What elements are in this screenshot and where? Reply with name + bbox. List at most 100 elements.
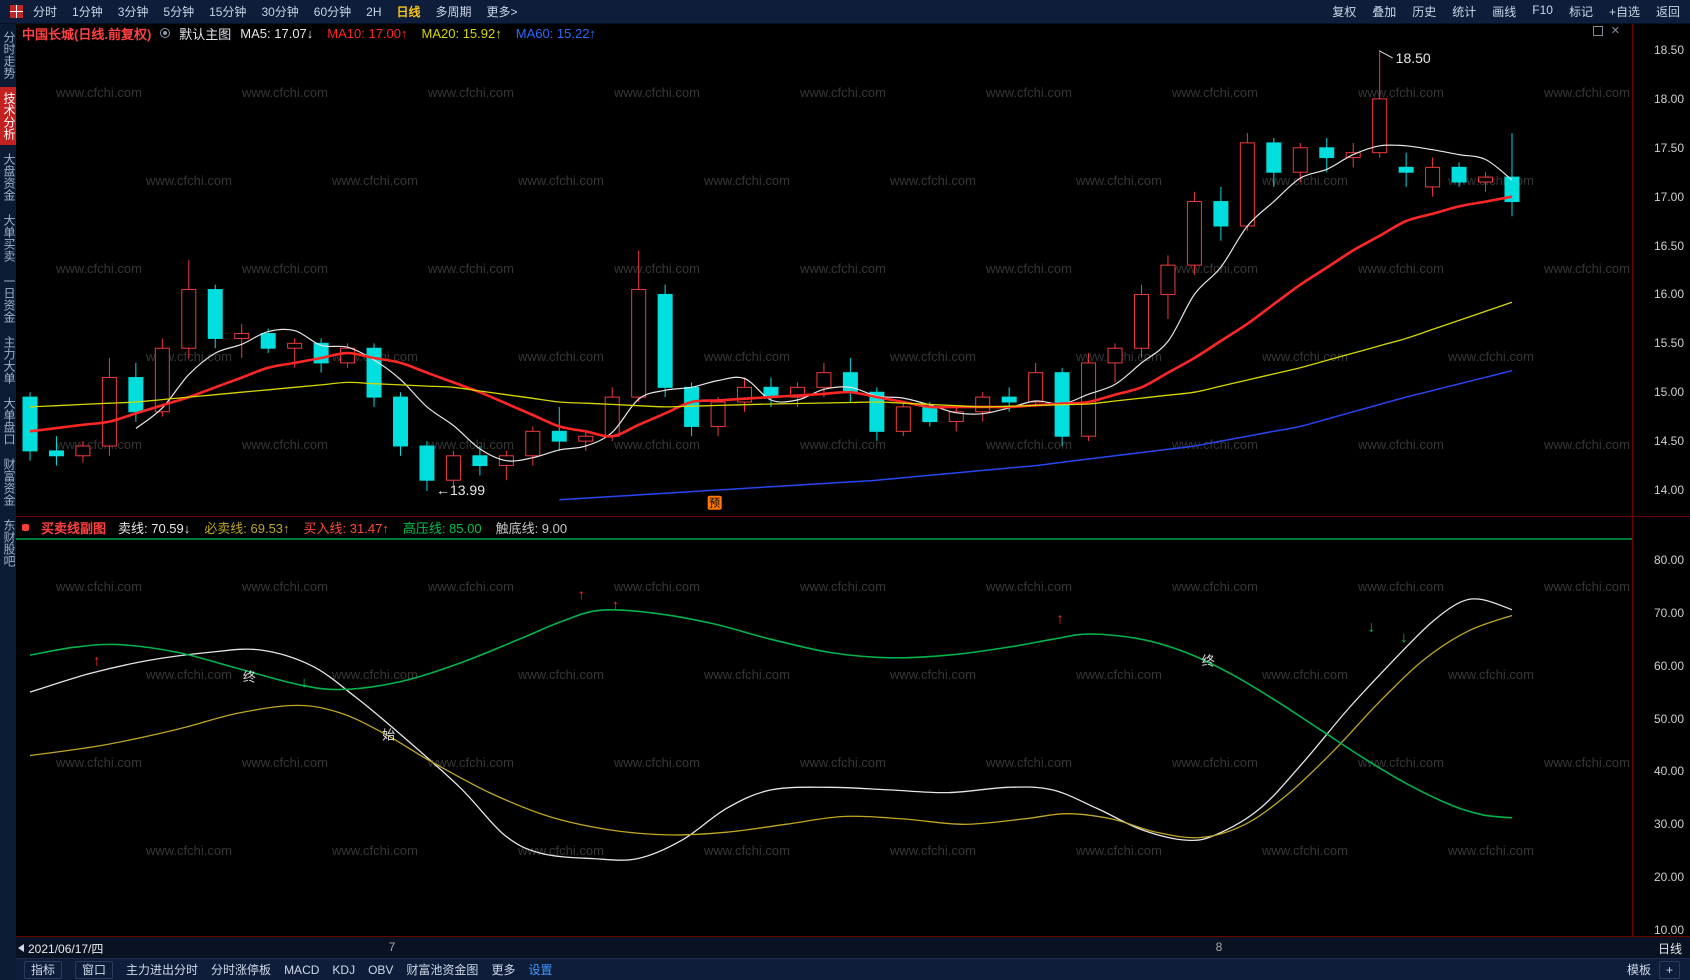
sidebar-item[interactable]: 主力大单 <box>2 336 16 384</box>
watermark-text: www.cfchi.com <box>241 261 328 276</box>
sub-indicator-label: 高压线: 85.00 <box>402 520 482 536</box>
period-tab[interactable]: 更多> <box>486 5 518 19</box>
axis-tick-label: 40.00 <box>1653 764 1684 779</box>
watermark-text: www.cfchi.com <box>985 755 1072 770</box>
watermark-text: www.cfchi.com <box>889 843 976 858</box>
watermark-text: www.cfchi.com <box>241 85 328 100</box>
axis-tick-label: 15.50 <box>1653 336 1684 351</box>
sidebar-item[interactable]: 财富资金 <box>2 458 16 506</box>
buy-signal-arrow-icon: ↑ <box>93 653 101 670</box>
sidebar-item[interactable]: 大单买卖 <box>2 214 16 262</box>
topbar-tool-button[interactable]: 画线 <box>1492 5 1517 19</box>
watermark-text: www.cfchi.com <box>985 579 1072 594</box>
toolbar-item[interactable]: 分时涨停板 <box>211 963 272 977</box>
ma-indicator-label: MA5: 17.07↓ <box>240 25 314 41</box>
period-tab[interactable]: 30分钟 <box>261 5 299 19</box>
toolbar-item[interactable]: + <box>1658 960 1680 979</box>
chart-region: 中国长城(日线.前复权) 默认主图 MA5: 17.07↓ MA10: 17.00… <box>16 24 1690 980</box>
watermark-text: www.cfchi.com <box>427 579 514 594</box>
watermark-text: www.cfchi.com <box>1543 437 1630 452</box>
window-controls: ✕ <box>1592 25 1620 37</box>
period-tab[interactable]: 5分钟 <box>163 5 195 19</box>
toolbar-item[interactable]: 设置 <box>528 963 553 977</box>
axis-tick-label: 16.00 <box>1653 287 1684 302</box>
sub-indicator-chart[interactable]: www.cfchi.com www.cfchi.com www.cfchi.com w… <box>16 536 1632 936</box>
sidebar-item[interactable]: 大盘资金 <box>2 153 16 201</box>
sub-indicator-labels: 卖线: 70.59↓ 必卖线: 69.53↑ 买入线: 31.47↑ 高压线: 85.… <box>118 518 567 537</box>
period-label[interactable]: 日线 <box>1657 942 1682 956</box>
axis-tick-label: 17.50 <box>1653 140 1684 155</box>
period-tab[interactable]: 2H <box>366 4 382 19</box>
watermark-text: www.cfchi.com <box>427 85 514 100</box>
sidebar-item[interactable]: 东财股吧 <box>2 519 16 567</box>
panel-divider <box>16 516 1690 517</box>
period-tab[interactable]: 日线 <box>396 5 421 19</box>
period-tab[interactable]: 3分钟 <box>117 5 149 19</box>
watermark-text: www.cfchi.com <box>241 579 328 594</box>
toolbar-item[interactable]: 主力进出分时 <box>126 963 199 977</box>
period-tab[interactable]: 15分钟 <box>209 5 247 19</box>
sidebar-item[interactable]: 大单盘口 <box>2 397 16 445</box>
toolbar-item[interactable]: 更多 <box>491 963 516 977</box>
main-price-axis: 18.50 18.00 17.50 17.00 16.50 16.00 15.50 15.00… <box>1632 42 1690 516</box>
period-tab[interactable]: 1分钟 <box>72 5 103 19</box>
watermark-text: www.cfchi.com <box>145 843 232 858</box>
watermark-text: www.cfchi.com <box>517 667 604 682</box>
main-candlestick-chart[interactable]: www.cfchi.com www.cfchi.com www.cfchi.com w… <box>16 42 1632 516</box>
watermark-text: www.cfchi.com <box>427 755 514 770</box>
buy-signal-arrow-icon: ↑ <box>578 587 586 604</box>
watermark-text: www.cfchi.com <box>613 579 700 594</box>
watermark-text: www.cfchi.com <box>1357 261 1444 276</box>
toolbar-item[interactable]: KDJ <box>332 962 356 977</box>
topbar-tool-button[interactable]: 复权 <box>1332 5 1357 19</box>
ma-line-MA60 <box>559 369 1513 501</box>
topbar-tool-button[interactable]: 历史 <box>1412 5 1437 19</box>
app-grid-icon[interactable] <box>10 5 23 18</box>
toolbar-item[interactable]: 模板 <box>1626 963 1651 977</box>
watermark-text: www.cfchi.com <box>55 755 142 770</box>
layout-toggle-icon[interactable] <box>160 28 171 38</box>
sub-indicator-label: 卖线: 70.59↓ <box>118 520 191 536</box>
cursor-date: 2021/06/17/四 <box>28 942 104 956</box>
watermark-text: www.cfchi.com <box>331 173 418 188</box>
topbar-tool-button[interactable]: 叠加 <box>1372 5 1397 19</box>
x-axis-month-label: 7 <box>388 940 396 954</box>
toolbar-item[interactable]: 指标 <box>24 960 63 979</box>
sub-chart-title[interactable]: 买卖线副图 <box>41 520 107 536</box>
topbar-tool-button[interactable]: +自选 <box>1608 5 1640 19</box>
watermark-text: www.cfchi.com <box>1357 579 1444 594</box>
alert-badge: 预 <box>709 497 720 510</box>
low-price-annotation: ←13.99 <box>436 482 485 498</box>
topbar-tool-button[interactable]: 返回 <box>1655 5 1680 19</box>
watermark-text: www.cfchi.com <box>613 261 700 276</box>
close-icon[interactable]: ✕ <box>1610 25 1620 37</box>
toolbar-item[interactable]: 财富池资金图 <box>406 963 479 977</box>
sidebar-item[interactable]: 一日资金 <box>2 275 16 323</box>
watermark-text: www.cfchi.com <box>1261 349 1348 364</box>
sub-chart-title-row: 买卖线副图 卖线: 70.59↓ 必卖线: 69.53↑ 买入线: 31.47↑ 高压… <box>16 518 1690 536</box>
maximize-icon[interactable] <box>1592 26 1603 36</box>
sidebar-item[interactable]: 分时走势 <box>2 31 16 79</box>
toolbar-item[interactable]: MACD <box>284 962 320 977</box>
topbar-tool-button[interactable]: F10 <box>1532 3 1553 17</box>
indicator-dot-icon <box>22 523 29 531</box>
period-tab[interactable]: 分时 <box>33 5 58 19</box>
watermark-text: www.cfchi.com <box>799 579 886 594</box>
watermark-text: www.cfchi.com <box>1075 173 1162 188</box>
period-tab[interactable]: 60分钟 <box>313 5 352 19</box>
watermark-text: www.cfchi.com <box>55 437 142 452</box>
ma-indicator-label: MA60: 15.22↑ <box>515 25 596 41</box>
watermark-text: www.cfchi.com <box>1171 579 1258 594</box>
topbar-tool-button[interactable]: 标记 <box>1568 5 1593 19</box>
axis-tick-label: 70.00 <box>1653 605 1684 620</box>
main-layout-label[interactable]: 默认主图 <box>179 26 232 42</box>
sidebar-item[interactable]: 技术分析 <box>0 87 16 145</box>
topbar-tool-button[interactable]: 统计 <box>1452 5 1477 19</box>
toolbar-item[interactable]: 窗口 <box>75 960 114 979</box>
toolbar-item[interactable]: OBV <box>368 962 394 977</box>
ma-line-MA10 <box>29 195 1513 438</box>
period-tab[interactable]: 多周期 <box>435 5 472 19</box>
ma-indicator-labels: MA5: 17.07↓ MA10: 17.00↑ MA20: 15.92↑ MA60:… <box>240 26 596 41</box>
watermark-text: www.cfchi.com <box>241 437 328 452</box>
watermark-text: www.cfchi.com <box>1543 755 1630 770</box>
